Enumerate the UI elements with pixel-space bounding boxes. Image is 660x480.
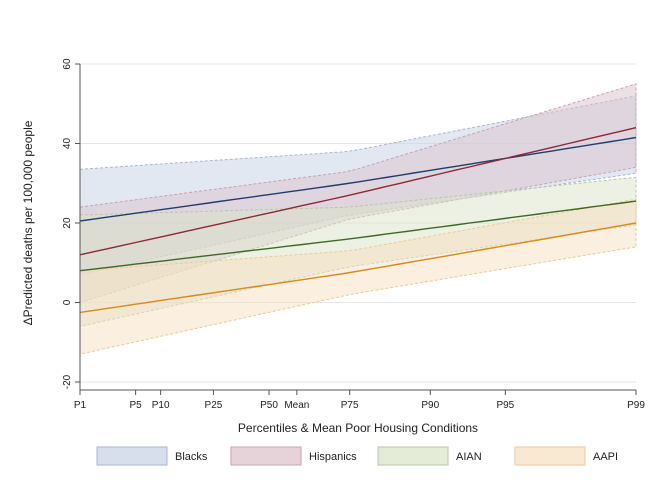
legend-label: Blacks xyxy=(175,451,208,463)
x-axis-title: Percentiles & Mean Poor Housing Conditio… xyxy=(238,421,478,435)
axes: -20 0 20 40 60 P1 P5 P10 P25 P50 Mean P75 P90 P95 P99 xyxy=(62,58,645,411)
x-tick-label: P5 xyxy=(129,400,142,411)
y-tick-label: 40 xyxy=(62,138,73,150)
legend: Blacks Hispanics AIAN AAPI xyxy=(96,446,618,466)
x-tick-label: P90 xyxy=(421,400,439,411)
y-tick-label: -20 xyxy=(62,374,73,389)
x-tick-label: P1 xyxy=(74,400,87,411)
legend-swatch xyxy=(514,446,586,466)
x-tick-label: P75 xyxy=(341,400,359,411)
y-ticks: -20 0 20 40 60 xyxy=(62,58,80,389)
legend-item-hispanics: Hispanics xyxy=(230,446,357,466)
y-tick-label: 60 xyxy=(62,58,73,70)
legend-swatch xyxy=(377,446,449,466)
y-tick-label: 0 xyxy=(62,299,73,305)
legend-label: AIAN xyxy=(456,451,482,463)
x-tick-label: P10 xyxy=(152,400,170,411)
confidence-band-aapi xyxy=(79,198,637,355)
y-tick-label: 20 xyxy=(62,217,73,229)
legend-label: Hispanics xyxy=(309,451,357,463)
legend-item-aian: AIAN xyxy=(377,446,482,466)
y-axis-title: ΔPredicted deaths per 100,000 people xyxy=(21,120,35,325)
legend-label: AAPI xyxy=(593,451,618,463)
series-line-blacks xyxy=(79,136,637,222)
series-line-aapi xyxy=(79,222,637,314)
series-line-hispanics xyxy=(79,126,637,256)
x-ticks: P1 P5 P10 P25 P50 Mean P75 P90 P95 P99 xyxy=(74,390,645,411)
legend-swatch xyxy=(230,446,302,466)
x-tick-label: P25 xyxy=(205,400,223,411)
x-tick-label: Mean xyxy=(284,400,309,411)
confidence-bands xyxy=(79,83,637,355)
legend-swatch xyxy=(96,446,168,466)
series-lines xyxy=(79,126,637,314)
x-tick-label: P99 xyxy=(627,400,645,411)
x-tick-label: P95 xyxy=(496,400,514,411)
series-line-aian xyxy=(79,200,637,272)
x-tick-label: P50 xyxy=(260,400,278,411)
legend-item-aapi: AAPI xyxy=(514,446,618,466)
legend-item-blacks: Blacks xyxy=(96,446,208,466)
